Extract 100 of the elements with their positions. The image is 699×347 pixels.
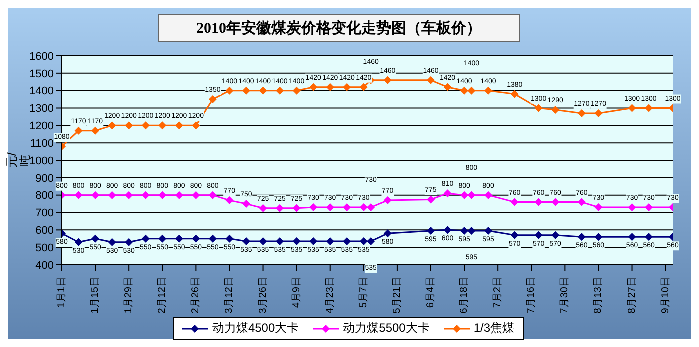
y-tick-label: 800	[36, 190, 54, 202]
x-tick-label: 4月9日	[291, 277, 302, 308]
point	[426, 227, 435, 236]
point	[343, 237, 352, 246]
point	[594, 204, 603, 212]
point	[175, 234, 184, 243]
y-tick-label: 1400	[30, 86, 54, 98]
point	[628, 233, 636, 242]
x-tick-label: 5月21日	[392, 277, 403, 314]
x-tick-label: 7月30日	[560, 277, 571, 314]
point	[208, 191, 217, 200]
point	[645, 233, 654, 242]
x-tick-label: 7月16日	[526, 277, 538, 314]
point	[552, 198, 560, 206]
point	[175, 122, 184, 130]
point	[484, 191, 492, 200]
point	[367, 204, 376, 212]
point	[292, 204, 301, 212]
point	[510, 90, 519, 98]
point	[108, 191, 116, 200]
y-axis-title: 元/吨	[5, 152, 32, 168]
point	[367, 237, 376, 246]
point	[360, 204, 368, 212]
point	[175, 191, 184, 200]
point	[444, 190, 452, 198]
point	[125, 122, 134, 130]
x-tick-label: 2月12日	[157, 277, 168, 314]
x-tick-label: 5月7日	[358, 277, 370, 308]
point	[484, 227, 492, 236]
point	[326, 237, 334, 246]
point	[259, 237, 268, 246]
point	[74, 191, 83, 200]
point	[578, 198, 586, 206]
x-tick-label: 6月4日	[425, 277, 436, 308]
legend-label: 动力煤5500大卡	[342, 320, 430, 337]
point	[426, 76, 435, 84]
point	[578, 109, 586, 118]
point	[645, 204, 654, 212]
point	[158, 234, 167, 243]
point	[460, 227, 469, 236]
point	[158, 191, 167, 200]
point	[276, 86, 284, 95]
point	[468, 227, 476, 236]
point	[292, 237, 301, 246]
point	[142, 234, 150, 243]
point	[468, 191, 476, 200]
y-tick-label: 1200	[30, 120, 54, 133]
y-tick-label: 600	[36, 225, 54, 238]
point	[242, 200, 250, 208]
x-tick-label: 1月29日	[124, 277, 135, 314]
point	[310, 237, 318, 246]
point	[360, 237, 368, 246]
point	[92, 234, 100, 243]
point	[444, 83, 452, 92]
x-tick-label: 7月2日	[492, 277, 504, 308]
y-tick-label: 700	[36, 208, 54, 220]
point	[426, 196, 435, 204]
point	[645, 104, 654, 112]
x-tick-label: 1月15日	[90, 277, 102, 314]
point	[74, 238, 83, 246]
point	[628, 204, 636, 212]
x-tick-label: 1月1日	[56, 277, 68, 308]
point	[226, 86, 234, 95]
point	[92, 191, 100, 200]
chart-title: 2010年安徽煤炭价格变化走势图（车板价）	[158, 14, 520, 42]
point	[125, 238, 134, 246]
point	[192, 234, 200, 243]
point	[534, 198, 543, 206]
point	[226, 234, 234, 243]
point	[384, 196, 392, 205]
point	[552, 106, 560, 114]
point	[259, 204, 268, 212]
point	[208, 96, 217, 104]
x-tick-label: 2月26日	[190, 277, 202, 314]
point	[310, 204, 318, 212]
point	[510, 198, 519, 206]
y-tick-label: 1500	[30, 68, 54, 80]
point	[108, 122, 116, 130]
point	[343, 204, 352, 212]
point	[158, 122, 167, 130]
point	[384, 230, 392, 238]
point	[276, 204, 284, 212]
point	[142, 191, 150, 200]
point	[552, 231, 560, 240]
point	[326, 83, 334, 92]
x-tick-label: 9月10日	[660, 277, 672, 314]
point	[444, 226, 452, 234]
point	[484, 86, 492, 95]
point	[326, 204, 334, 212]
y-tick-label: 1600	[30, 50, 54, 63]
y-tick-label: 1300	[30, 103, 54, 116]
point	[292, 86, 301, 95]
point	[460, 191, 469, 200]
point	[242, 86, 250, 95]
point	[534, 104, 543, 112]
point	[594, 109, 603, 118]
point	[360, 83, 368, 92]
point	[594, 233, 603, 242]
y-tick-label: 1000	[30, 155, 54, 168]
point	[125, 191, 134, 200]
